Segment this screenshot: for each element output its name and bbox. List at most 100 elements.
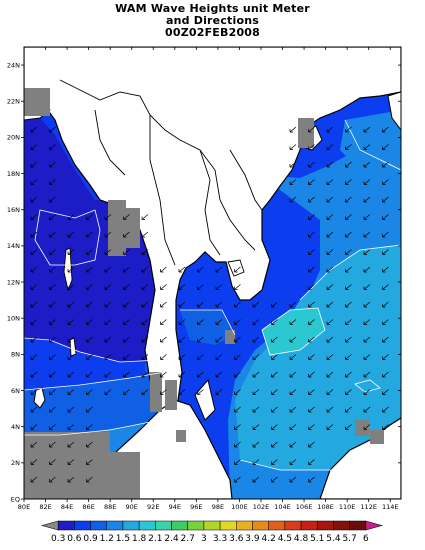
- direction-arrow: [86, 214, 93, 220]
- direction-arrow: [197, 336, 204, 343]
- lon-tick-label: 104E: [274, 503, 291, 511]
- direction-arrow: [289, 459, 297, 465]
- direction-arrow: [86, 441, 93, 448]
- lat-tick-label: EQ: [11, 495, 20, 503]
- lat-tick-label: 22N: [7, 98, 20, 106]
- direction-arrow: [252, 476, 260, 483]
- title-line-2: and Directions: [165, 14, 260, 27]
- direction-arrow: [252, 319, 260, 325]
- gulf-of-thailand-south-region: [180, 310, 235, 345]
- direction-arrow: [289, 406, 297, 413]
- direction-arrow: [308, 476, 315, 483]
- direction-arrow: [289, 476, 297, 483]
- lat-tick-label: 16N: [7, 206, 20, 214]
- direction-arrow: [382, 301, 389, 308]
- lon-tick-label: 98E: [212, 503, 224, 511]
- colorbar-label: 1.2: [100, 534, 114, 544]
- direction-arrow: [49, 441, 56, 448]
- colorbar-over-triangle: [365, 520, 384, 531]
- direction-arrow: [141, 214, 149, 220]
- direction-arrow: [363, 179, 371, 185]
- direction-arrow: [67, 214, 75, 220]
- direction-arrow: [123, 319, 130, 325]
- direction-arrow: [49, 319, 56, 325]
- direction-arrow: [289, 301, 297, 308]
- direction-arrow: [67, 249, 75, 255]
- direction-arrow: [252, 336, 260, 343]
- lon-tick-label: 110E: [339, 503, 356, 511]
- direction-arrow: [67, 459, 75, 465]
- direction-arrow: [141, 266, 149, 273]
- north-scs-region: [340, 110, 401, 170]
- direction-arrow: [197, 266, 204, 273]
- direction-arrow: [141, 249, 149, 255]
- direction-arrow: [271, 301, 278, 308]
- direction-arrow: [326, 214, 334, 220]
- direction-arrow: [30, 231, 38, 238]
- direction-arrow: [141, 336, 149, 343]
- direction-arrow: [234, 476, 241, 483]
- direction-arrow: [382, 196, 389, 203]
- direction-arrow: [345, 249, 352, 255]
- colorbar-swatch: [90, 520, 108, 531]
- direction-arrow: [123, 354, 130, 360]
- direction-arrow: [382, 336, 389, 343]
- direction-arrow: [104, 284, 112, 290]
- direction-arrow: [215, 371, 223, 378]
- direction-arrow: [308, 459, 315, 465]
- direction-arrow: [30, 179, 38, 185]
- direction-arrow: [308, 196, 315, 203]
- direction-arrow: [271, 476, 278, 483]
- direction-arrow: [86, 424, 93, 430]
- direction-arrow: [363, 336, 371, 343]
- direction-arrow: [345, 389, 352, 395]
- direction-arrow: [86, 389, 93, 395]
- direction-arrow: [30, 319, 38, 325]
- direction-arrow: [67, 424, 75, 430]
- lat-tick-label: 12N: [7, 278, 20, 286]
- direction-arrow: [345, 231, 352, 238]
- direction-arrow: [49, 266, 56, 273]
- direction-arrow: [326, 161, 334, 168]
- direction-arrow: [382, 179, 389, 185]
- direction-arrow: [215, 266, 223, 273]
- direction-arrow: [67, 231, 75, 238]
- direction-arrow: [271, 336, 278, 343]
- direction-arrow: [86, 266, 93, 273]
- direction-arrow: [308, 179, 315, 185]
- direction-arrow: [363, 319, 371, 325]
- direction-arrow: [289, 126, 297, 133]
- direction-arrow: [123, 301, 130, 308]
- direction-arrow: [197, 284, 204, 290]
- colorbar-swatch: [284, 520, 302, 531]
- direction-arrow: [67, 406, 75, 413]
- direction-arrow: [104, 371, 112, 378]
- direction-arrow: [215, 354, 223, 360]
- direction-arrow: [197, 301, 204, 308]
- direction-arrow: [271, 389, 278, 395]
- direction-arrow: [326, 406, 334, 413]
- direction-arrow: [123, 371, 130, 378]
- colorbar-label: 4.2: [262, 534, 276, 544]
- direction-arrow: [30, 196, 38, 203]
- colorbar: 0.3 0.6 0.9 1.2 1.5 1.8 2.1 2.4 2.7 3 3.3 3.6 3.9 4.2…: [40, 520, 384, 544]
- direction-arrow: [363, 144, 371, 150]
- direction-arrow: [86, 459, 93, 465]
- colorbar-swatch: [122, 520, 140, 531]
- lon-tick-label: 106E: [296, 503, 313, 511]
- direction-arrow: [234, 406, 241, 413]
- direction-arrow: [345, 284, 352, 290]
- direction-arrow: [178, 319, 186, 325]
- direction-arrow: [382, 266, 389, 273]
- direction-arrow: [363, 371, 371, 378]
- colorbar-under-triangle: [40, 520, 59, 531]
- longitude-axis: 80E 82E 84E 86E 88E 90E 92E 94E 96E 98E 100E 102E 10…: [18, 47, 398, 511]
- lon-tick-label: 88E: [104, 503, 116, 511]
- colorbar-label: 4.5: [278, 534, 292, 544]
- direction-arrow: [123, 284, 130, 290]
- direction-arrow: [271, 354, 278, 360]
- direction-arrow: [86, 249, 93, 255]
- direction-arrow: [30, 406, 38, 413]
- direction-arrow: [86, 476, 93, 483]
- direction-arrow: [141, 354, 149, 360]
